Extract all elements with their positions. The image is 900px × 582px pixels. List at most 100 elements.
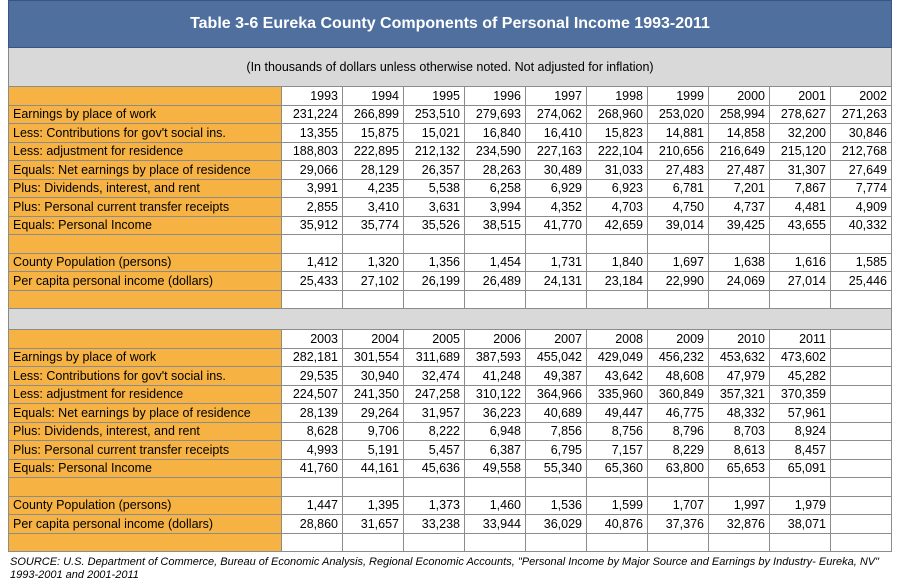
table-frame: Table 3-6 Eureka County Components of Pe… <box>8 0 892 582</box>
value-cell: 41,760 <box>281 458 343 478</box>
empty-cell <box>769 289 831 309</box>
value-cell: 453,632 <box>708 347 770 367</box>
value-cell: 4,703 <box>586 197 648 217</box>
value-cell: 1,320 <box>342 252 404 272</box>
value-cell: 4,352 <box>525 197 587 217</box>
value-cell: 27,649 <box>830 160 892 180</box>
empty-cell <box>830 347 892 367</box>
data-row: Less: adjustment for residence 188,803 222… <box>8 141 892 161</box>
value-cell: 301,554 <box>342 347 404 367</box>
blank-row <box>8 289 892 309</box>
year-header: 1996 <box>464 86 526 106</box>
value-cell: 30,846 <box>830 123 892 143</box>
data-row: Equals: Net earnings by place of residen… <box>8 160 892 180</box>
value-cell: 5,538 <box>403 178 465 198</box>
empty-cell <box>830 440 892 460</box>
value-cell: 1,356 <box>403 252 465 272</box>
value-cell: 370,359 <box>769 384 831 404</box>
data-row: County Population (persons) 1,447 1,395 1,3… <box>8 495 892 515</box>
empty-cell <box>586 234 648 254</box>
data-row: Equals: Personal Income 41,760 44,161 45,63… <box>8 458 892 478</box>
value-cell: 357,321 <box>708 384 770 404</box>
value-cell: 33,238 <box>403 514 465 534</box>
value-cell: 23,184 <box>586 271 648 291</box>
row-label: Earnings by place of work <box>8 347 282 367</box>
value-cell: 45,282 <box>769 366 831 386</box>
data-row: Plus: Personal current transfer receipts… <box>8 197 892 217</box>
value-cell: 231,224 <box>281 104 343 124</box>
empty-cell <box>769 477 831 497</box>
empty-cell <box>281 532 343 552</box>
row-label: Less: adjustment for residence <box>8 384 282 404</box>
blank-row <box>8 234 892 254</box>
year-header: 2003 <box>281 329 343 349</box>
value-cell: 7,201 <box>708 178 770 198</box>
data-row: Plus: Dividends, interest, and rent 3,991… <box>8 178 892 198</box>
value-cell: 49,558 <box>464 458 526 478</box>
value-cell: 43,642 <box>586 366 648 386</box>
value-cell: 30,489 <box>525 160 587 180</box>
row-label: Equals: Net earnings by place of residen… <box>8 403 282 423</box>
empty-cell <box>525 289 587 309</box>
row-label: Less: Contributions for gov't social ins… <box>8 123 282 143</box>
value-cell: 3,991 <box>281 178 343 198</box>
value-cell: 31,957 <box>403 403 465 423</box>
value-cell: 387,593 <box>464 347 526 367</box>
year-header: 2005 <box>403 329 465 349</box>
value-cell: 37,376 <box>647 514 709 534</box>
row-label: County Population (persons) <box>8 252 282 272</box>
value-cell: 15,875 <box>342 123 404 143</box>
year-header: 1993 <box>281 86 343 106</box>
value-cell: 8,924 <box>769 421 831 441</box>
year-header: 2001 <box>769 86 831 106</box>
value-cell: 28,129 <box>342 160 404 180</box>
value-cell: 456,232 <box>647 347 709 367</box>
value-cell: 35,774 <box>342 215 404 235</box>
row-label: Equals: Personal Income <box>8 458 282 478</box>
value-cell: 26,489 <box>464 271 526 291</box>
row-label: Earnings by place of work <box>8 104 282 124</box>
value-cell: 6,258 <box>464 178 526 198</box>
value-cell: 32,474 <box>403 366 465 386</box>
empty-cell <box>464 289 526 309</box>
value-cell: 32,876 <box>708 514 770 534</box>
value-cell: 212,132 <box>403 141 465 161</box>
empty-cell <box>464 532 526 552</box>
empty-cell <box>830 421 892 441</box>
blank-label <box>8 477 282 497</box>
year-header: 2006 <box>464 329 526 349</box>
value-cell: 45,636 <box>403 458 465 478</box>
value-cell: 9,706 <box>342 421 404 441</box>
value-cell: 44,161 <box>342 458 404 478</box>
data-table: 1993 1994 1995 1996 1997 1998 1999 2000 2001 2002… <box>8 86 892 309</box>
year-header: 2010 <box>708 329 770 349</box>
value-cell: 6,387 <box>464 440 526 460</box>
value-cell: 25,433 <box>281 271 343 291</box>
value-cell: 40,876 <box>586 514 648 534</box>
year-header: 1998 <box>586 86 648 106</box>
value-cell: 8,703 <box>708 421 770 441</box>
value-cell: 234,590 <box>464 141 526 161</box>
value-cell: 29,535 <box>281 366 343 386</box>
value-cell: 360,849 <box>647 384 709 404</box>
data-row: Plus: Dividends, interest, and rent 8,628… <box>8 421 892 441</box>
value-cell: 16,410 <box>525 123 587 143</box>
value-cell: 247,258 <box>403 384 465 404</box>
value-cell: 38,071 <box>769 514 831 534</box>
empty-cell <box>647 477 709 497</box>
row-label: County Population (persons) <box>8 495 282 515</box>
value-cell: 7,157 <box>586 440 648 460</box>
value-cell: 65,653 <box>708 458 770 478</box>
empty-cell <box>830 514 892 534</box>
value-cell: 36,029 <box>525 514 587 534</box>
empty-cell <box>830 403 892 423</box>
data-row: Per capita personal income (dollars) 28,8… <box>8 514 892 534</box>
value-cell: 8,628 <box>281 421 343 441</box>
value-cell: 13,355 <box>281 123 343 143</box>
value-cell: 258,994 <box>708 104 770 124</box>
value-cell: 1,447 <box>281 495 343 515</box>
value-cell: 5,457 <box>403 440 465 460</box>
value-cell: 65,091 <box>769 458 831 478</box>
value-cell: 26,199 <box>403 271 465 291</box>
value-cell: 1,616 <box>769 252 831 272</box>
